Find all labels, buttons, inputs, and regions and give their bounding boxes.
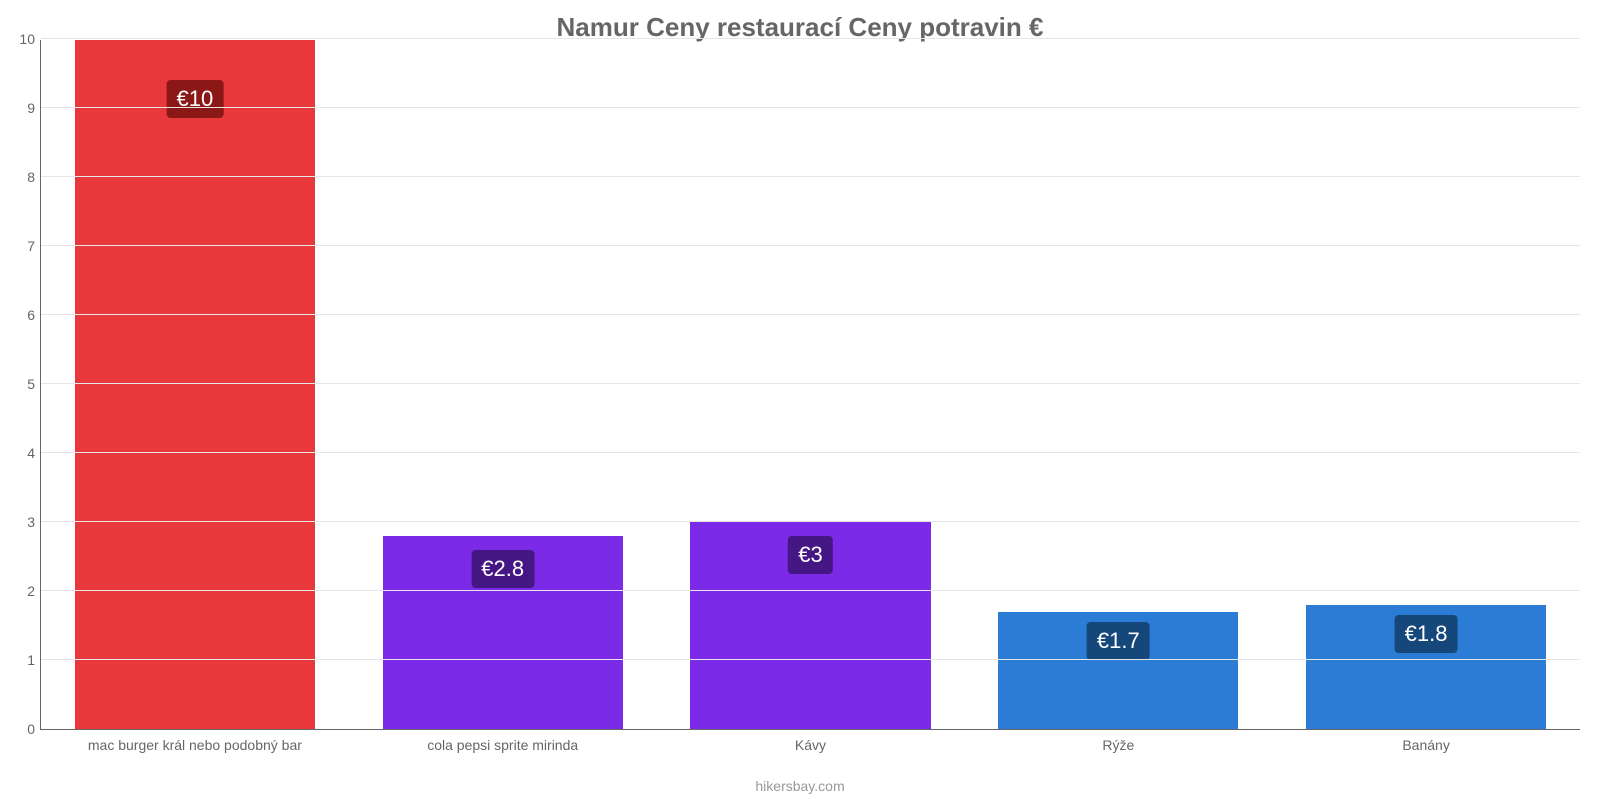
grid-line xyxy=(41,521,1580,522)
grid-line xyxy=(41,314,1580,315)
bar-value-label: €1.8 xyxy=(1395,615,1458,653)
y-tick-label: 8 xyxy=(1,169,35,185)
y-tick-label: 1 xyxy=(1,652,35,668)
y-tick-label: 0 xyxy=(1,721,35,737)
x-axis-label: cola pepsi sprite mirinda xyxy=(349,737,657,753)
y-tick-label: 6 xyxy=(1,307,35,323)
bar-value-label: €2.8 xyxy=(471,550,534,588)
plot-area: €10€2.8€3€1.7€1.8 mac burger král nebo p… xyxy=(40,40,1580,730)
bar-slot: €1.7 xyxy=(964,40,1272,729)
bar: €10 xyxy=(75,40,315,729)
y-tick-label: 4 xyxy=(1,445,35,461)
bar-slot: €1.8 xyxy=(1272,40,1580,729)
bar-value-label: €10 xyxy=(167,80,224,118)
y-tick-label: 5 xyxy=(1,376,35,392)
grid-line xyxy=(41,452,1580,453)
bar: €1.8 xyxy=(1306,605,1546,729)
bar-slot: €2.8 xyxy=(349,40,657,729)
bar-slot: €3 xyxy=(657,40,965,729)
chart-attribution: hikersbay.com xyxy=(0,778,1600,794)
x-axis-labels: mac burger král nebo podobný barcola pep… xyxy=(41,737,1580,753)
x-axis-label: Rýže xyxy=(964,737,1272,753)
y-tick-label: 2 xyxy=(1,583,35,599)
grid-line xyxy=(41,107,1580,108)
bars-container: €10 €2.8 €3 €1.7 €1.8 xyxy=(41,40,1580,729)
grid-line xyxy=(41,38,1580,39)
bar: €1.7 xyxy=(998,612,1238,729)
y-tick-label: 3 xyxy=(1,514,35,530)
y-tick-label: 9 xyxy=(1,100,35,116)
bar: €2.8 xyxy=(383,536,623,729)
bar: €3 xyxy=(690,522,930,729)
x-axis-label: Banány xyxy=(1272,737,1580,753)
grid-line xyxy=(41,383,1580,384)
x-axis-label: mac burger král nebo podobný bar xyxy=(41,737,349,753)
y-tick-label: 10 xyxy=(1,31,35,47)
grid-line xyxy=(41,590,1580,591)
bar-value-label: €3 xyxy=(788,536,832,574)
grid-line xyxy=(41,245,1580,246)
grid-line xyxy=(41,659,1580,660)
price-bar-chart: Namur Ceny restaurací Ceny potravin € €1… xyxy=(0,0,1600,800)
grid-line xyxy=(41,176,1580,177)
bar-value-label: €1.7 xyxy=(1087,622,1150,660)
y-tick-label: 7 xyxy=(1,238,35,254)
x-axis-label: Kávy xyxy=(657,737,965,753)
bar-slot: €10 xyxy=(41,40,349,729)
